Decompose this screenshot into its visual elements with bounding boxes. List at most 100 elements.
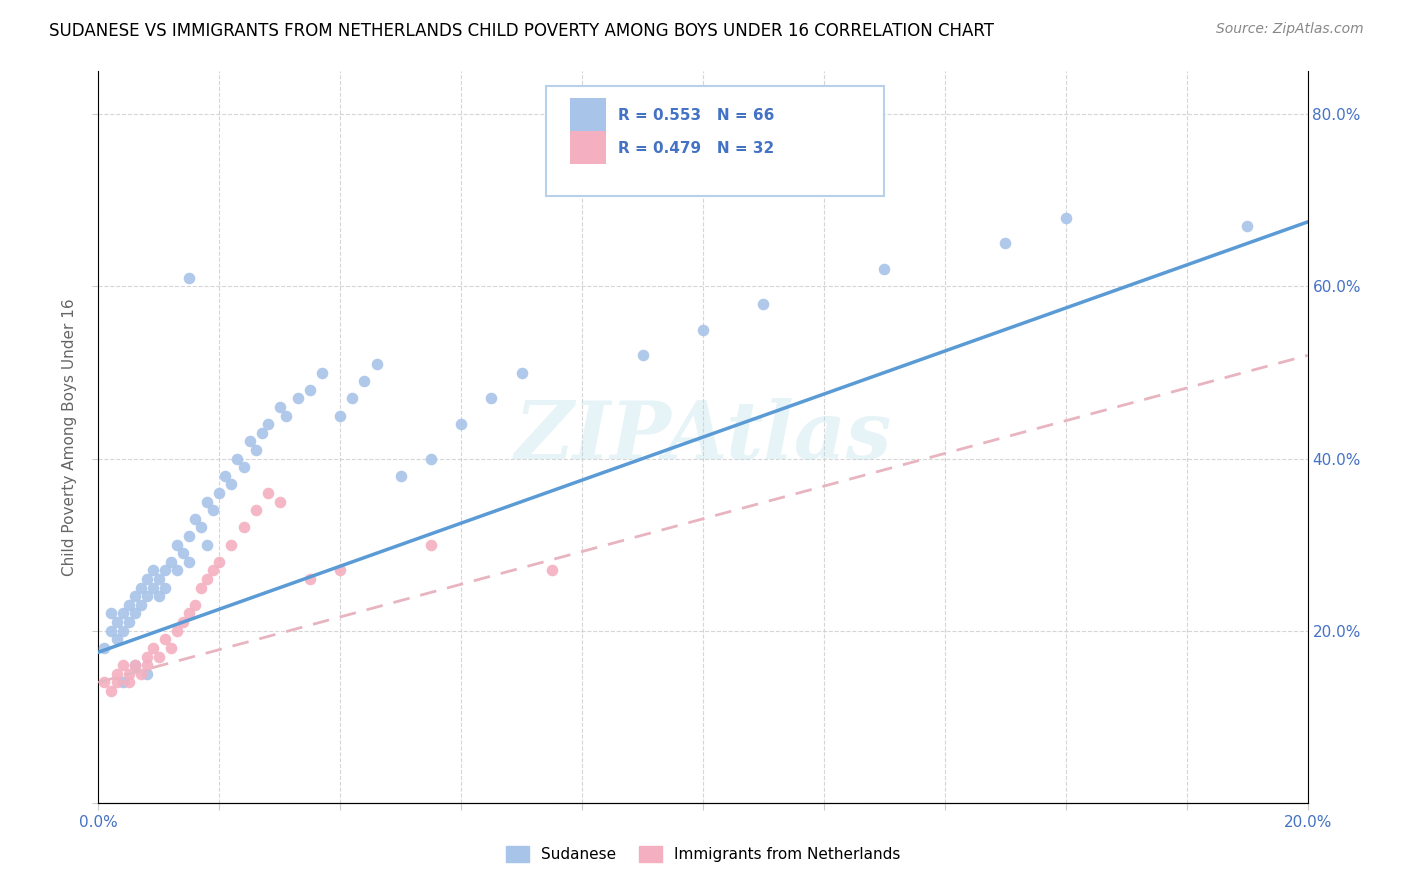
Point bbox=[111, 607, 134, 621]
Point bbox=[287, 392, 309, 406]
Point bbox=[129, 666, 152, 681]
FancyBboxPatch shape bbox=[546, 86, 884, 195]
Point bbox=[129, 598, 152, 612]
Point bbox=[873, 262, 896, 277]
Point bbox=[135, 658, 157, 673]
Point bbox=[752, 296, 775, 310]
Point bbox=[118, 598, 141, 612]
Point bbox=[342, 392, 364, 406]
Point bbox=[111, 658, 134, 673]
Point bbox=[105, 615, 128, 629]
Point bbox=[93, 640, 115, 655]
Point bbox=[184, 512, 207, 526]
Point bbox=[190, 581, 212, 595]
Point bbox=[450, 417, 472, 432]
Text: ZIPAtlas: ZIPAtlas bbox=[515, 399, 891, 475]
Point bbox=[250, 425, 273, 440]
Point bbox=[366, 357, 388, 371]
Point bbox=[221, 477, 243, 491]
Point bbox=[232, 520, 254, 534]
Point bbox=[329, 409, 352, 423]
Point bbox=[172, 546, 194, 560]
Legend: Sudanese, Immigrants from Netherlands: Sudanese, Immigrants from Netherlands bbox=[499, 840, 907, 868]
Point bbox=[195, 538, 218, 552]
Point bbox=[135, 666, 157, 681]
Point bbox=[353, 374, 375, 388]
Point bbox=[166, 538, 188, 552]
Point bbox=[124, 658, 146, 673]
Point bbox=[195, 494, 218, 508]
Point bbox=[135, 572, 157, 586]
Point bbox=[256, 417, 278, 432]
Point bbox=[214, 468, 236, 483]
Point bbox=[190, 520, 212, 534]
Point bbox=[135, 589, 157, 603]
Point bbox=[111, 675, 134, 690]
Point bbox=[269, 494, 291, 508]
Point bbox=[124, 658, 146, 673]
Text: SUDANESE VS IMMIGRANTS FROM NETHERLANDS CHILD POVERTY AMONG BOYS UNDER 16 CORREL: SUDANESE VS IMMIGRANTS FROM NETHERLANDS … bbox=[49, 22, 994, 40]
Point bbox=[311, 366, 333, 380]
Point bbox=[153, 564, 176, 578]
Point bbox=[129, 581, 152, 595]
Point bbox=[184, 598, 207, 612]
Point bbox=[420, 538, 443, 552]
Point bbox=[389, 468, 412, 483]
Text: R = 0.553   N = 66: R = 0.553 N = 66 bbox=[619, 108, 775, 123]
Point bbox=[100, 684, 122, 698]
Point bbox=[221, 538, 243, 552]
Point bbox=[148, 589, 170, 603]
Point bbox=[111, 624, 134, 638]
Point bbox=[269, 400, 291, 414]
Text: Source: ZipAtlas.com: Source: ZipAtlas.com bbox=[1216, 22, 1364, 37]
Point bbox=[166, 564, 188, 578]
Point bbox=[179, 607, 201, 621]
Point bbox=[232, 460, 254, 475]
Point bbox=[153, 581, 176, 595]
Point bbox=[160, 555, 183, 569]
Point bbox=[481, 392, 503, 406]
Point bbox=[245, 503, 267, 517]
FancyBboxPatch shape bbox=[569, 131, 606, 164]
Point bbox=[274, 409, 297, 423]
Point bbox=[420, 451, 443, 466]
Point bbox=[118, 675, 141, 690]
Point bbox=[510, 366, 533, 380]
Point bbox=[166, 624, 188, 638]
Point bbox=[100, 624, 122, 638]
Point bbox=[142, 564, 165, 578]
Y-axis label: Child Poverty Among Boys Under 16: Child Poverty Among Boys Under 16 bbox=[62, 298, 77, 576]
Point bbox=[105, 632, 128, 647]
Point bbox=[135, 649, 157, 664]
Point bbox=[179, 529, 201, 543]
Text: R = 0.479   N = 32: R = 0.479 N = 32 bbox=[619, 141, 775, 156]
Point bbox=[208, 555, 231, 569]
Point bbox=[1236, 219, 1258, 234]
Point bbox=[299, 572, 322, 586]
Point bbox=[208, 486, 231, 500]
Point bbox=[179, 271, 201, 285]
Point bbox=[160, 640, 183, 655]
Point bbox=[148, 649, 170, 664]
FancyBboxPatch shape bbox=[569, 98, 606, 131]
Point bbox=[540, 564, 562, 578]
Point bbox=[124, 589, 146, 603]
Point bbox=[118, 615, 141, 629]
Point bbox=[239, 434, 262, 449]
Point bbox=[124, 607, 146, 621]
Point bbox=[245, 442, 267, 457]
Point bbox=[142, 640, 165, 655]
Point bbox=[148, 572, 170, 586]
Point bbox=[118, 666, 141, 681]
Point bbox=[256, 486, 278, 500]
Point bbox=[179, 555, 201, 569]
Point bbox=[631, 348, 654, 362]
Point bbox=[994, 236, 1017, 251]
Point bbox=[202, 503, 225, 517]
Point bbox=[142, 581, 165, 595]
Point bbox=[226, 451, 249, 466]
Point bbox=[299, 383, 322, 397]
Point bbox=[93, 675, 115, 690]
Point bbox=[692, 322, 714, 336]
Point bbox=[105, 666, 128, 681]
